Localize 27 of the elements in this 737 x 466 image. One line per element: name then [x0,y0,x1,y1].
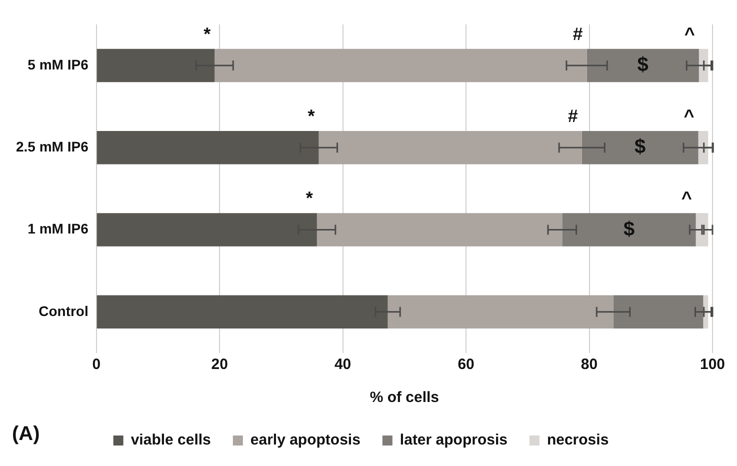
annotation: ^ [684,106,695,126]
x-tick-label: 0 [92,356,101,374]
x-tick-label: 100 [700,356,725,374]
annotation: # [572,24,583,44]
y-tick-label: 2.5 mM IP6 [16,138,89,154]
annotation: ^ [681,188,692,208]
x-tick-label: 80 [580,356,598,374]
x-tick-label: 40 [334,356,352,374]
legend-label: later apoprosis [400,432,508,449]
data-label: $ [634,136,646,158]
annotation: * [204,24,211,44]
annotation: ^ [684,24,696,44]
annotation: * [306,188,313,208]
legend-label: viable cells [130,432,211,449]
y-tick-label: 5 mM IP6 [28,56,89,72]
data-label: $ [623,218,635,240]
y-tick-label: Control [38,302,88,319]
data-label: $ [637,54,648,76]
text: (A) [12,423,40,446]
annotation: * [308,106,315,126]
legend-label: necrosis [546,432,609,449]
x-tick-label: 60 [458,356,474,374]
legend-label: early apoptosis [250,432,360,449]
y-tick-label: 1 mM IP6 [28,220,89,237]
x-axis-title: % of cells [370,389,440,406]
annotation: # [568,106,578,126]
x-tick-label: 20 [211,356,228,374]
